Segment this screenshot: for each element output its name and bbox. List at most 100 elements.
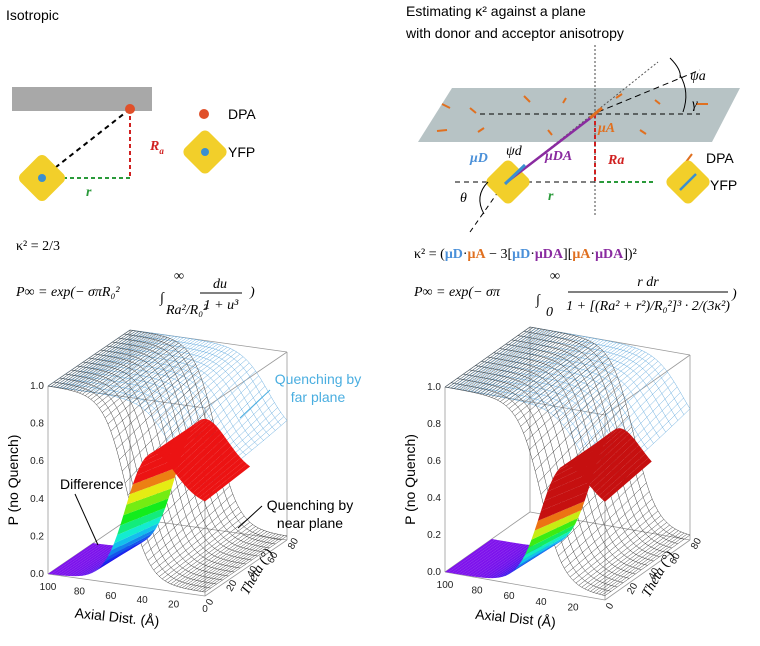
difference-surface xyxy=(518,534,569,566)
near-plane-surface xyxy=(561,482,647,563)
y-tick-label: 0.6 xyxy=(30,456,44,467)
difference-surface xyxy=(573,428,623,470)
near-plane-surface xyxy=(457,378,618,588)
far-plane-surface xyxy=(518,339,604,401)
near-plane-surface xyxy=(118,337,276,545)
near-plane-surface xyxy=(67,333,151,390)
near-plane-surface xyxy=(59,331,142,389)
eq-upper: ∞ xyxy=(174,269,184,284)
difference-surface xyxy=(521,530,572,561)
difference-surface xyxy=(541,481,591,511)
near-plane-surface xyxy=(444,326,531,388)
difference-surface xyxy=(566,428,617,466)
near-plane-surface xyxy=(50,330,133,387)
x-tick-label: 40 xyxy=(137,595,149,606)
near-plane-surface xyxy=(179,529,262,588)
eq-tail: ) xyxy=(249,285,255,300)
near-plane-surface xyxy=(190,532,273,590)
near-plane-surface xyxy=(500,338,586,402)
x-tick-label: 80 xyxy=(74,586,86,597)
z-tick-label: 0 xyxy=(604,601,617,612)
far-plane-surface xyxy=(132,343,215,403)
difference-surface xyxy=(537,491,588,521)
near-plane-surface xyxy=(90,339,173,400)
annotation-pointer xyxy=(239,389,271,419)
difference-surface xyxy=(531,510,582,540)
far-plane-surface xyxy=(167,362,250,441)
far-plane-surface xyxy=(529,326,691,409)
label-small-r: r xyxy=(86,185,92,200)
eq-denominator: 1 + [(Ra² + r²)/R₀²]³ · 2/(3κ²) xyxy=(566,299,730,314)
label-mu-da: μDA xyxy=(544,149,572,164)
acceptor-dipole-axis xyxy=(597,69,701,113)
difference-surface xyxy=(579,430,630,477)
difference-surface xyxy=(454,540,505,575)
near-plane-surface xyxy=(459,329,545,390)
near-plane-surface xyxy=(581,522,667,588)
difference-surface xyxy=(66,545,116,577)
kappa-part: ])² xyxy=(623,247,637,262)
acceptor-dot xyxy=(125,104,135,114)
near-plane-surface xyxy=(481,361,642,570)
y-tick-label: 0.0 xyxy=(30,569,44,580)
z-tick-label: 80 xyxy=(689,536,704,552)
eq-lower: Ra²/R₀² xyxy=(165,303,208,318)
far-plane-surface xyxy=(476,332,563,393)
y-axis-label: P (no Quench) xyxy=(402,434,418,525)
eq-numerator: du xyxy=(213,277,227,292)
kappa-part: · xyxy=(590,247,595,262)
difference-surface xyxy=(98,539,147,569)
difference-surface xyxy=(515,537,566,570)
difference-surface xyxy=(113,515,163,544)
eq-lower: 0 xyxy=(546,305,553,320)
difference-surface xyxy=(534,501,585,531)
far-plane-surface xyxy=(521,340,607,402)
difference-surface xyxy=(582,433,633,481)
near-plane-surface xyxy=(476,332,563,394)
difference-surface xyxy=(157,418,207,457)
difference-surface xyxy=(179,437,229,484)
right-title-2: with donor and acceptor anisotropy xyxy=(405,25,624,41)
difference-surface xyxy=(477,544,527,578)
z-tick-label: 60 xyxy=(668,551,683,567)
difference-surface xyxy=(117,507,166,535)
eq-tail: ) xyxy=(731,287,737,302)
kappa-part: μD xyxy=(512,247,530,262)
near-plane-surface xyxy=(569,505,656,578)
near-plane-surface xyxy=(62,332,145,389)
near-plane-surface xyxy=(497,337,583,401)
near-plane-surface xyxy=(584,524,670,590)
near-plane-surface xyxy=(84,337,168,396)
z-tick-label: 0 xyxy=(204,597,217,608)
y-tick-label: 0.4 xyxy=(427,493,441,504)
eq-upper: ∞ xyxy=(550,269,560,284)
y-tick-label: 0.8 xyxy=(30,419,44,430)
near-plane-surface xyxy=(471,331,557,393)
far-plane-surface xyxy=(79,334,162,391)
near-plane-surface xyxy=(173,526,256,586)
near-plane-surface xyxy=(99,344,182,409)
difference-surface xyxy=(576,428,627,474)
near-plane-surface xyxy=(511,339,672,549)
difference-surface xyxy=(183,441,232,487)
difference-surface xyxy=(528,517,579,548)
near-plane-surface xyxy=(526,363,612,442)
kappa-part: − 3[ xyxy=(486,247,513,262)
far-plane-surface xyxy=(572,361,659,440)
legend-yfp: YFP xyxy=(228,144,255,160)
y-tick-label: 0.6 xyxy=(427,456,441,467)
box-edge xyxy=(204,539,288,597)
y-tick-label: 0.2 xyxy=(30,531,44,542)
near-plane-surface xyxy=(93,340,176,402)
difference-surface xyxy=(60,544,109,576)
far-plane-surface xyxy=(129,329,288,421)
near-plane-surface xyxy=(156,506,239,574)
distance-line xyxy=(41,108,131,179)
difference-surface xyxy=(467,542,518,577)
near-plane-surface xyxy=(517,350,603,421)
kappa-part: κ² = ( xyxy=(414,247,445,262)
near-plane-surface xyxy=(47,385,206,593)
near-plane-surface xyxy=(604,534,691,596)
far-plane-surface xyxy=(138,344,222,406)
near-plane-surface xyxy=(578,519,664,586)
